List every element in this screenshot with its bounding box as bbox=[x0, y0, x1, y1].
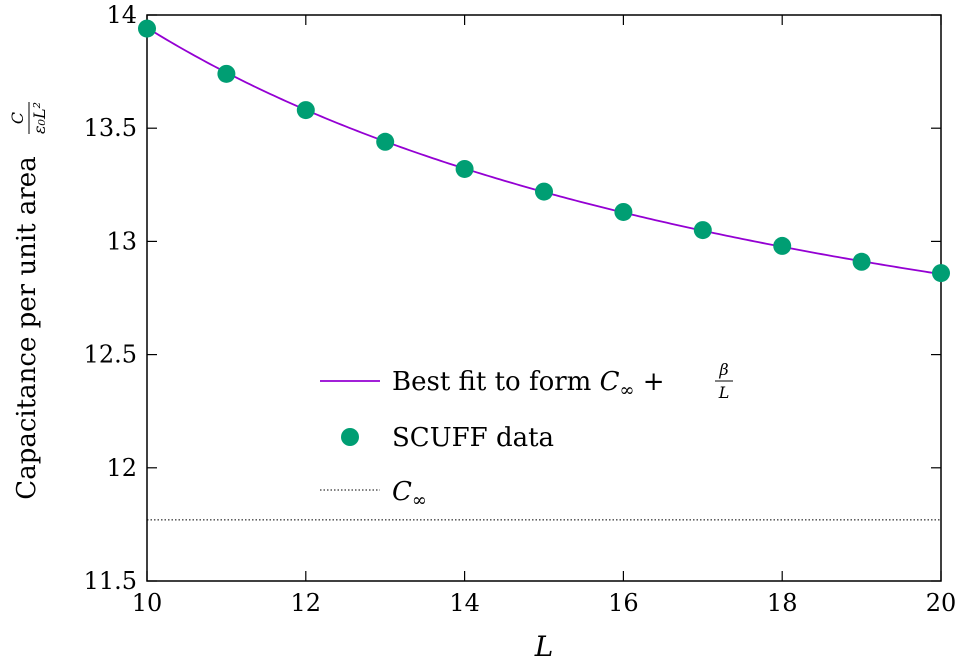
x-tick-label: 16 bbox=[608, 589, 639, 617]
y-tick-label: 13.5 bbox=[84, 114, 137, 142]
data-point bbox=[693, 221, 712, 240]
data-point bbox=[852, 252, 871, 271]
x-axis-title: L bbox=[534, 630, 554, 663]
legend: Best fit to form C∞ + β L SCUFF data C∞ bbox=[320, 360, 733, 511]
data-point bbox=[535, 182, 553, 201]
legend-fit-beta: β bbox=[718, 360, 728, 379]
y-tick-label: 13 bbox=[106, 227, 137, 255]
data-point bbox=[455, 159, 474, 178]
scuff-data-points bbox=[138, 19, 950, 283]
best-fit-curve bbox=[146, 27, 942, 276]
legend-cinf-c: C bbox=[392, 477, 412, 507]
x-tick-label: 18 bbox=[767, 589, 798, 617]
y-tick-label: 12 bbox=[106, 454, 137, 482]
x-tick-label: 20 bbox=[926, 589, 957, 617]
plot-frame bbox=[146, 14, 942, 582]
legend-cinf-sub: ∞ bbox=[412, 490, 427, 511]
data-point bbox=[932, 264, 950, 283]
y-axis-title-text: Capacitance per unit area bbox=[12, 156, 42, 499]
x-tick-label: 10 bbox=[132, 589, 163, 617]
legend-fit-sub: ∞ bbox=[620, 380, 635, 401]
data-point bbox=[614, 202, 633, 221]
data-point bbox=[296, 101, 315, 120]
legend-fit-L: L bbox=[718, 383, 730, 402]
legend-fit-label: Best fit to form C∞ + bbox=[392, 367, 665, 401]
legend-cinf-label: C∞ bbox=[392, 477, 427, 511]
x-tick-labels: 10 12 14 16 18 20 bbox=[132, 589, 957, 617]
y-tick-label: 12.5 bbox=[84, 341, 137, 369]
legend-fit-prefix: Best fit to form bbox=[392, 367, 600, 397]
legend-fit-plus: + bbox=[635, 367, 665, 397]
y-axis-title: Capacitance per unit area C ε₀L² bbox=[8, 102, 49, 500]
y-tick-label: 14 bbox=[106, 1, 137, 29]
y-axis-fraction-denominator: ε₀L² bbox=[30, 102, 49, 134]
data-point bbox=[376, 132, 395, 151]
data-point bbox=[138, 19, 156, 38]
legend-scatter-label: SCUFF data bbox=[392, 423, 554, 453]
axis-ticks bbox=[146, 14, 942, 582]
legend-fit-c: C bbox=[600, 367, 620, 397]
y-tick-labels: 11.5 12 12.5 13 13.5 14 bbox=[84, 1, 137, 595]
data-point bbox=[773, 236, 792, 255]
data-point bbox=[217, 64, 236, 83]
x-tick-label: 14 bbox=[449, 589, 480, 617]
legend-scatter-swatch bbox=[341, 428, 359, 446]
y-axis-fraction-numerator: C bbox=[8, 112, 27, 124]
y-tick-label: 11.5 bbox=[84, 567, 137, 595]
x-tick-label: 12 bbox=[291, 589, 322, 617]
